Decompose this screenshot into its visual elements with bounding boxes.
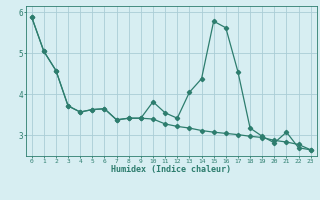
X-axis label: Humidex (Indice chaleur): Humidex (Indice chaleur) [111, 165, 231, 174]
